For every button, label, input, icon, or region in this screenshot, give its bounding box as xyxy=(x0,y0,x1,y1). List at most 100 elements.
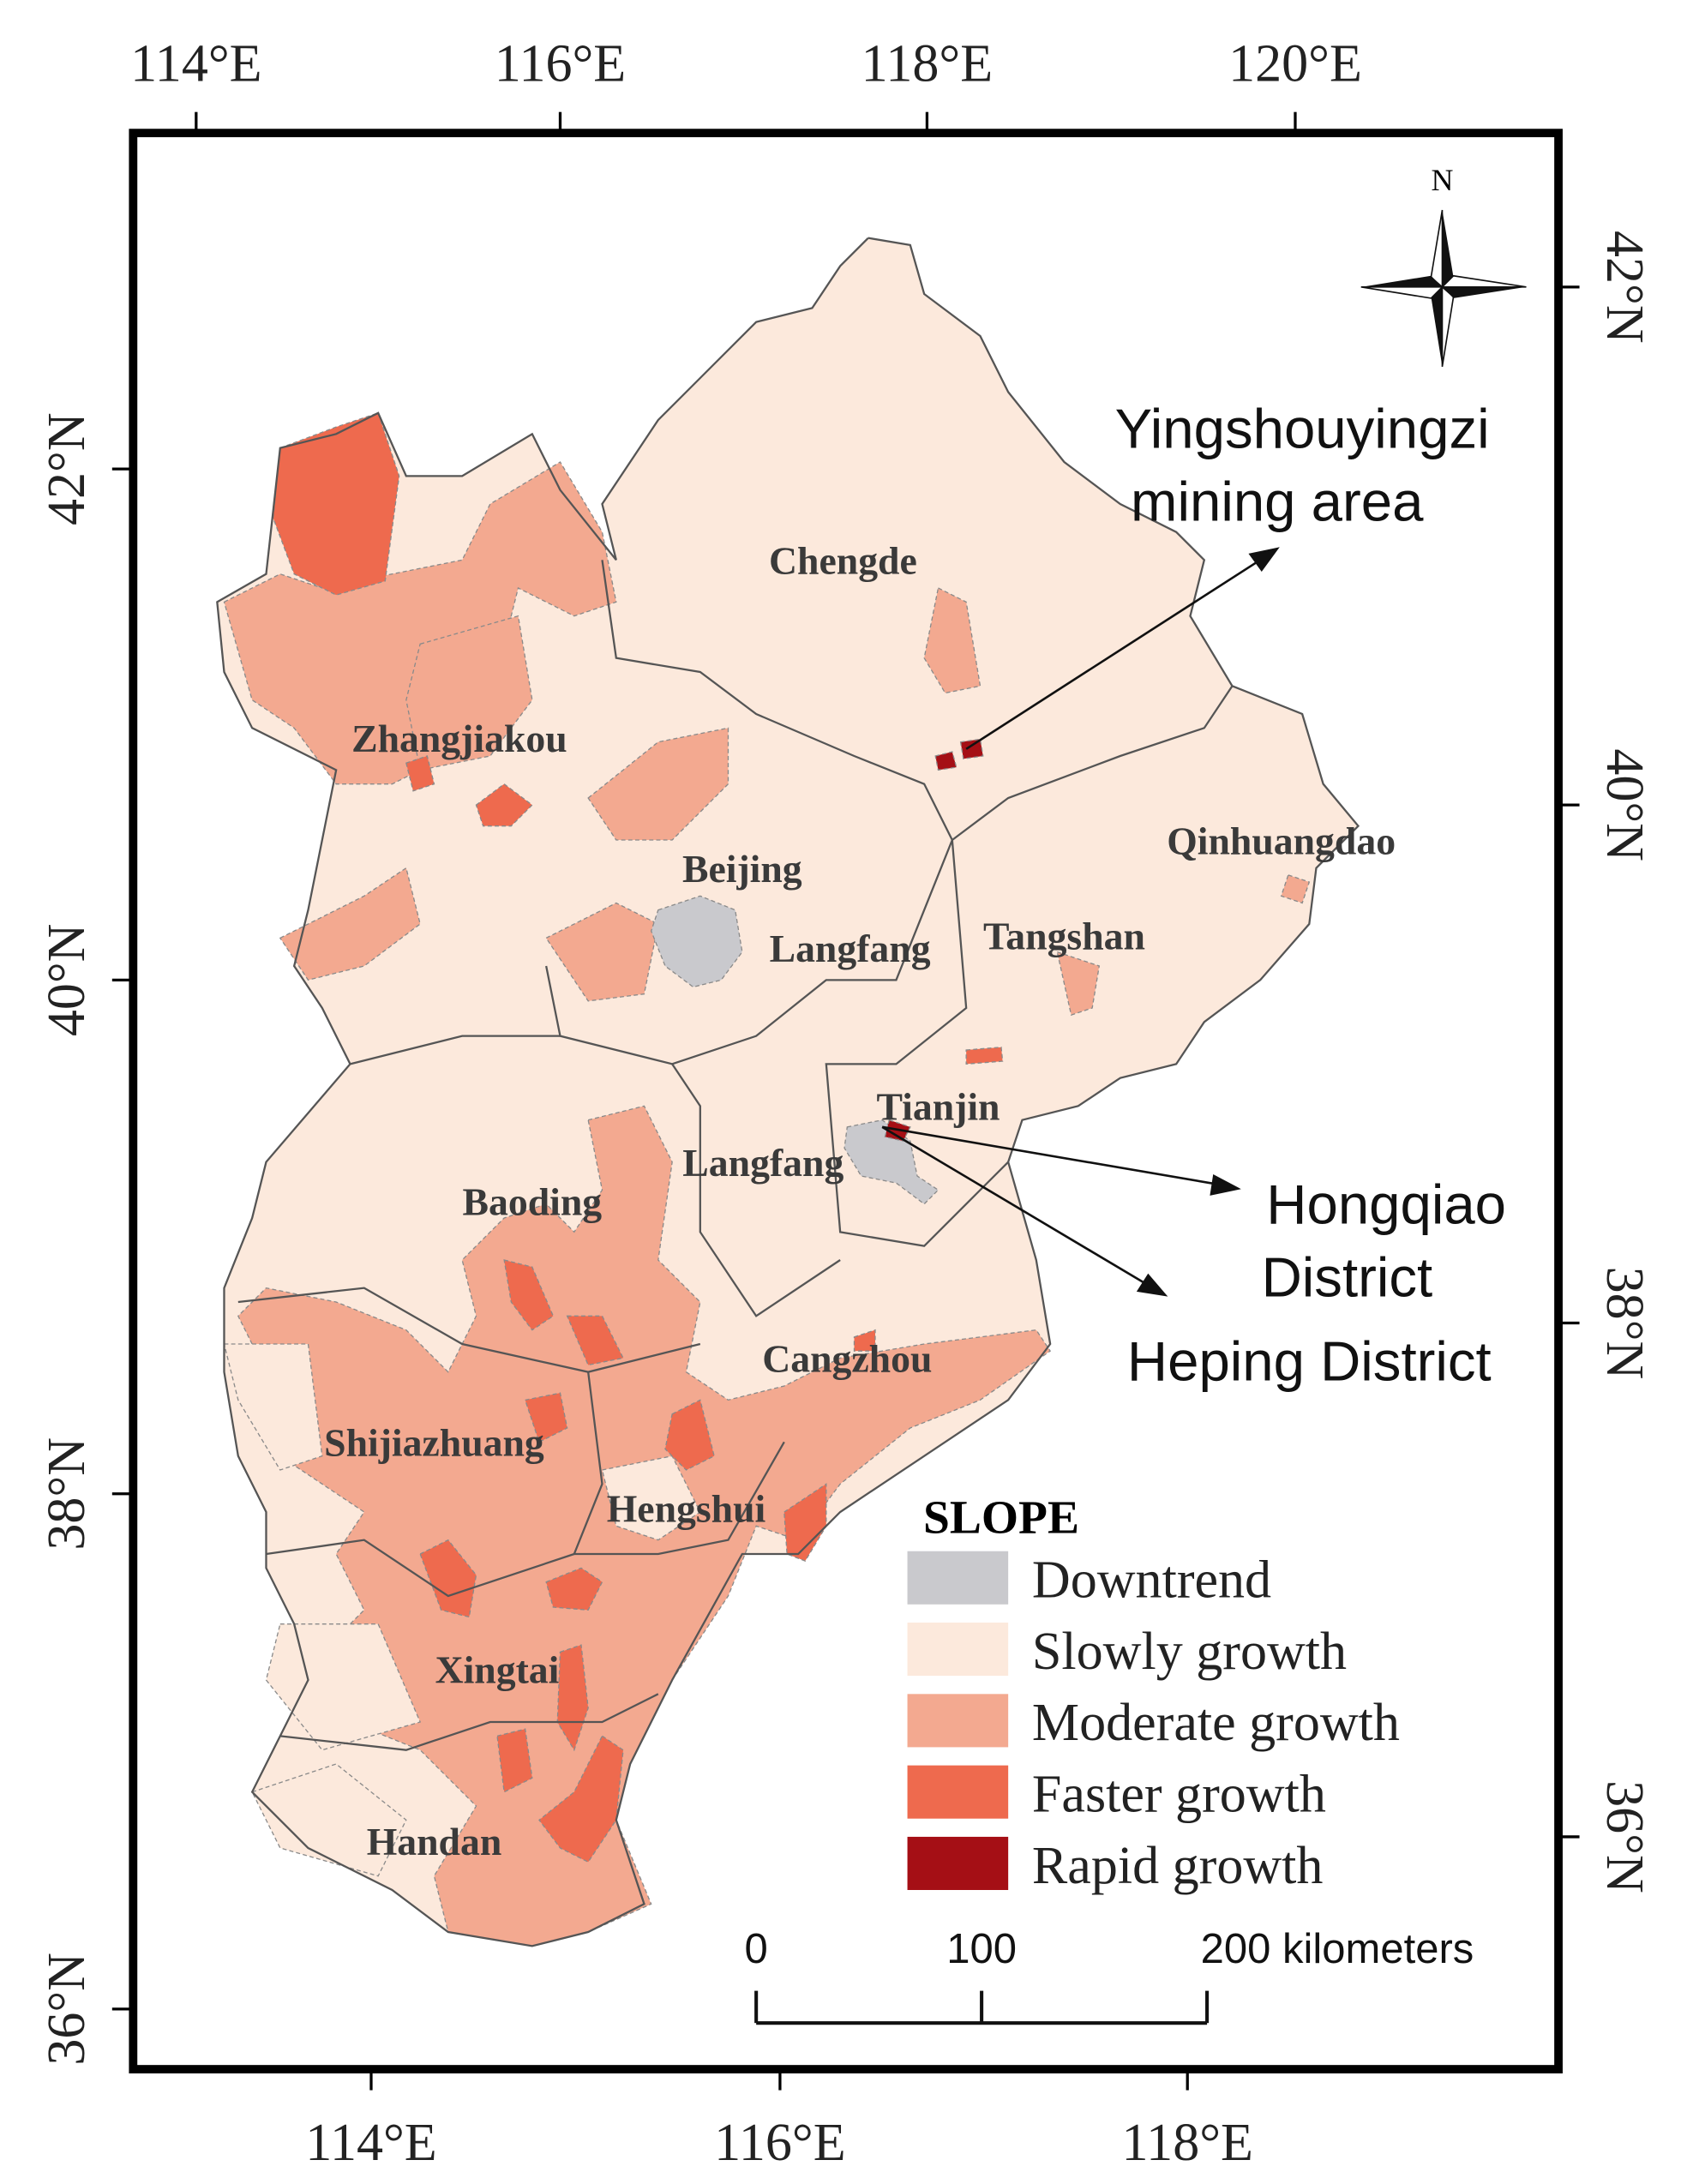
city-label: Cangzhou xyxy=(762,1337,932,1381)
region xyxy=(853,1329,876,1352)
region xyxy=(223,461,617,785)
north-arrow-part xyxy=(1360,286,1444,299)
region xyxy=(934,751,958,771)
border xyxy=(279,1693,659,1751)
annotation: Heping District xyxy=(1127,1329,1492,1392)
border xyxy=(601,560,953,841)
region xyxy=(405,755,435,792)
city-label: Baoding xyxy=(462,1180,602,1224)
region xyxy=(279,867,421,981)
legend-label: Downtrend xyxy=(1032,1551,1271,1610)
legend-swatch xyxy=(907,1623,1009,1677)
annotation: mining area xyxy=(1131,471,1424,533)
region xyxy=(503,1259,555,1331)
region xyxy=(959,738,984,760)
graticule-label: 38°N xyxy=(1595,1267,1654,1380)
border xyxy=(266,1539,575,1598)
region xyxy=(475,783,533,827)
border xyxy=(825,839,1009,1247)
arrow-head xyxy=(1136,1273,1168,1297)
city-label: Tangshan xyxy=(983,914,1145,957)
annotation: District xyxy=(1262,1245,1433,1308)
cities: Chengde Zhangjiakou Beijing Langfang Tan… xyxy=(324,539,1396,1864)
scale-label: 200 kilometers xyxy=(1201,1926,1474,1972)
legend-label: Faster growth xyxy=(1032,1766,1326,1824)
city-label: Tianjin xyxy=(876,1085,1000,1129)
legend-swatch xyxy=(907,1765,1009,1819)
border xyxy=(350,1035,561,1065)
annotation-arrows xyxy=(881,547,1280,1297)
graticule-label: 42°N xyxy=(38,412,96,525)
annotation: Yingshouyingzi xyxy=(1115,398,1490,460)
north-arrow-part xyxy=(1442,210,1454,287)
region xyxy=(251,1763,407,1877)
north-label: N xyxy=(1432,163,1454,197)
graticule-label: 40°N xyxy=(38,923,96,1036)
legend-title: SLOPE xyxy=(923,1492,1079,1545)
arrow-line xyxy=(881,1125,1150,1287)
city-label: Chengde xyxy=(769,539,917,583)
region xyxy=(545,902,659,1002)
border xyxy=(216,237,1360,1947)
annotation: Hongqiao xyxy=(1266,1173,1506,1236)
graticule-label: 36°N xyxy=(38,1953,96,2066)
city-label: Hengshui xyxy=(607,1486,766,1530)
region xyxy=(664,1399,715,1471)
graticule-label: 116°E xyxy=(714,2114,845,2172)
graticule-label: 118°E xyxy=(862,35,993,93)
region xyxy=(223,1343,323,1471)
region xyxy=(1280,874,1311,904)
graticule-label: 114°E xyxy=(130,35,261,93)
region xyxy=(496,1728,533,1793)
city-label: Qinhuangdao xyxy=(1167,819,1396,862)
border xyxy=(952,685,1234,841)
scale-bar: 0 100 200 kilometers xyxy=(745,1926,1474,2025)
border xyxy=(671,1063,841,1317)
arrow-line xyxy=(965,559,1261,750)
region xyxy=(272,412,400,596)
city-label: Shijiazhuang xyxy=(324,1421,544,1465)
north-arrow-part xyxy=(1360,275,1443,287)
legend-swatch xyxy=(907,1694,1009,1748)
graticule-label: 40°N xyxy=(1595,748,1654,861)
region xyxy=(405,615,533,771)
region xyxy=(587,727,729,841)
legend-swatch xyxy=(907,1551,1009,1605)
region xyxy=(923,587,982,694)
region xyxy=(265,1623,422,1751)
city-label: Handan xyxy=(367,1820,502,1863)
region xyxy=(1056,951,1101,1017)
region xyxy=(538,1735,624,1863)
scale-label: 100 xyxy=(946,1926,1017,1972)
region xyxy=(419,1539,477,1618)
legend: SLOPE Downtrend Slowly growth Moderate gro… xyxy=(907,1492,1400,1895)
north-arrow: N xyxy=(1360,163,1527,368)
region xyxy=(783,1483,827,1562)
city-label: Langfang xyxy=(682,1141,843,1185)
arrow-head xyxy=(1210,1173,1241,1196)
graticule-label: 38°N xyxy=(38,1437,96,1551)
graticule-label: 114°E xyxy=(305,2114,436,2172)
arrow-head xyxy=(1248,547,1280,572)
map-frame xyxy=(129,129,1563,2073)
graticule-label: 120°E xyxy=(1228,35,1362,93)
region xyxy=(545,1567,603,1611)
graticule-label: 42°N xyxy=(1595,231,1654,344)
annotations: Yingshouyingzi mining area Hongqiao Dist… xyxy=(1115,398,1506,1393)
region xyxy=(524,1392,568,1443)
region xyxy=(965,1047,1004,1065)
scale-label: 0 xyxy=(745,1926,768,1972)
graticule-label: 118°E xyxy=(1121,2114,1252,2172)
city-label: Langfang xyxy=(770,927,931,970)
border xyxy=(573,1371,785,1556)
arrow-line xyxy=(881,1125,1219,1186)
graticule-label: 116°E xyxy=(495,35,626,93)
legend-label: Slowly growth xyxy=(1032,1623,1347,1681)
city-label: Beijing xyxy=(682,847,802,891)
north-arrow-part xyxy=(1440,274,1527,288)
graticule: 114°E 116°E 118°E 120°E 114°E 116°E 118°E 42°N 4… xyxy=(38,35,1654,2173)
region xyxy=(650,895,743,988)
